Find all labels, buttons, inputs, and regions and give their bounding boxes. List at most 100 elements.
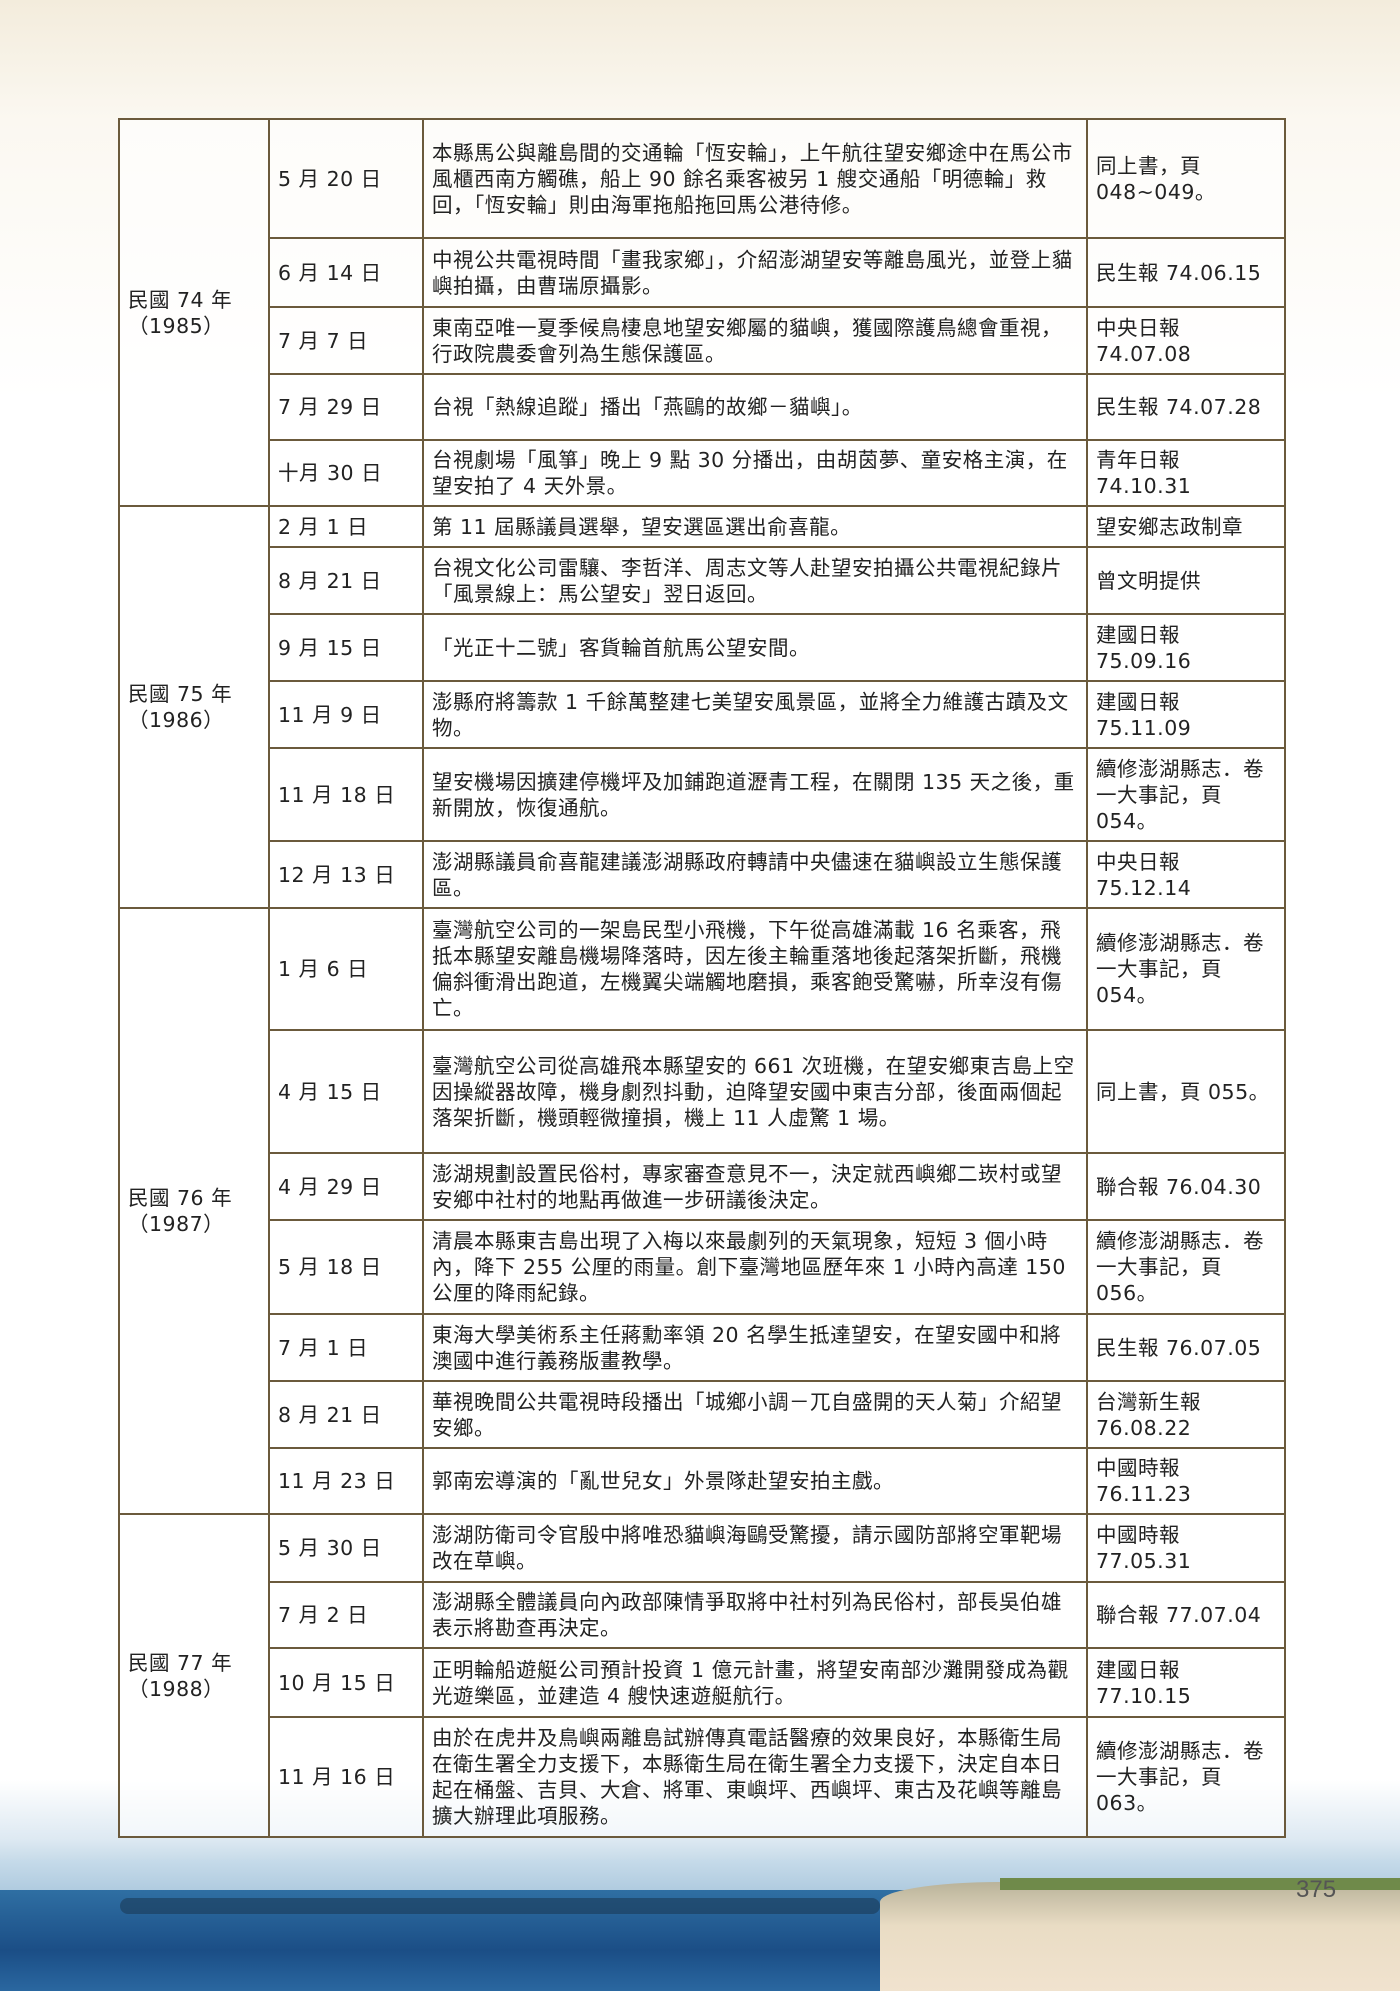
- event-cell: 第 11 屆縣議員選舉，望安選區選出俞喜龍。: [422, 505, 1088, 548]
- event-cell: 澎縣府將籌款 1 千餘萬整建七美望安風景區，並將全力維護古蹟及文物。: [422, 680, 1088, 749]
- source-cell: 同上書，頁 048~049。: [1086, 118, 1286, 239]
- event-cell: 澎湖縣全體議員向內政部陳情爭取將中社村列為民俗村，部長吳伯雄表示將勘查再決定。: [422, 1581, 1088, 1649]
- year-ad-label: （1985）: [128, 313, 225, 338]
- source-cell: 中國時報 77.05.31: [1086, 1513, 1286, 1583]
- source-cell: 中央日報 74.07.08: [1086, 306, 1286, 375]
- year-cell: 民國 74 年（1985）: [118, 118, 270, 507]
- date-cell: 6 月 14 日: [268, 237, 424, 308]
- source-cell: 民生報 74.06.15: [1086, 237, 1286, 308]
- date-cell: 8 月 21 日: [268, 546, 424, 615]
- source-cell: 望安鄉志政制章: [1086, 505, 1286, 548]
- date-cell: 4 月 15 日: [268, 1029, 424, 1154]
- date-cell: 11 月 16 日: [268, 1716, 424, 1838]
- table-row: 7 月 7 日東南亞唯一夏季候鳥棲息地望安鄉屬的貓嶼，獲國際護鳥總會重視，行政院…: [119, 306, 1286, 375]
- event-cell: 澎湖防衛司令官殷中將唯恐貓嶼海鷗受驚擾，請示國防部將空軍靶場改在草嶼。: [422, 1513, 1088, 1583]
- event-cell: 清晨本縣東吉島出現了入梅以來最劇列的天氣現象，短短 3 個小時內，降下 255 …: [422, 1219, 1088, 1315]
- source-cell: 曾文明提供: [1086, 546, 1286, 615]
- date-cell: 5 月 20 日: [268, 118, 424, 239]
- year-ad-label: （1988）: [128, 1676, 225, 1701]
- event-cell: 台視文化公司雷驤、李哲洋、周志文等人赴望安拍攝公共電視紀錄片「風景線上：馬公望安…: [422, 546, 1088, 615]
- date-cell: 11 月 23 日: [268, 1447, 424, 1515]
- table-row: 12 月 13 日澎湖縣議員俞喜龍建議澎湖縣政府轉請中央儘速在貓嶼設立生態保護區…: [119, 840, 1286, 909]
- page-number: 375: [1296, 1876, 1337, 1903]
- event-cell: 澎湖縣議員俞喜龍建議澎湖縣政府轉請中央儘速在貓嶼設立生態保護區。: [422, 840, 1088, 909]
- table-row: 4 月 29 日澎湖規劃設置民俗村，專家審查意見不一，決定就西嶼鄉二崁村或望安鄉…: [119, 1152, 1286, 1221]
- coastal-scenery-image: [0, 1860, 1400, 1991]
- date-cell: 4 月 29 日: [268, 1152, 424, 1221]
- event-cell: 臺灣航空公司從高雄飛本縣望安的 661 次班機，在望安鄉東吉島上空因操縱器故障，…: [422, 1029, 1088, 1154]
- date-cell: 7 月 2 日: [268, 1581, 424, 1649]
- table-row: 7 月 2 日澎湖縣全體議員向內政部陳情爭取將中社村列為民俗村，部長吳伯雄表示將…: [119, 1581, 1286, 1649]
- date-cell: 2 月 1 日: [268, 505, 424, 548]
- date-cell: 12 月 13 日: [268, 840, 424, 909]
- table-row: 10 月 15 日正明輪船遊艇公司預計投資 1 億元計畫，將望安南部沙灘開發成為…: [119, 1647, 1286, 1718]
- table-row: 8 月 21 日台視文化公司雷驤、李哲洋、周志文等人赴望安拍攝公共電視紀錄片「風…: [119, 546, 1286, 615]
- year-ad-label: （1987）: [128, 1212, 225, 1236]
- table-row: 7 月 29 日台視「熱線追蹤」播出「燕鷗的故鄉－貓嶼」。 民生報 74.07.2…: [119, 373, 1286, 441]
- year-label: 民國 76 年: [128, 1186, 233, 1210]
- table-row: 9 月 15 日「光正十二號」客貨輪首航馬公望安間。 建國日報 75.09.16: [119, 613, 1286, 682]
- table-row: 民國 77 年（1988） 5 月 30 日澎湖防衛司令官殷中將唯恐貓嶼海鷗受驚擾…: [118, 1513, 1286, 1838]
- event-cell: 華視晚間公共電視時段播出「城鄉小調－兀自盛開的天人菊」介紹望安鄉。: [422, 1380, 1088, 1449]
- table-row: 11 月 9 日澎縣府將籌款 1 千餘萬整建七美望安風景區，並將全力維護古蹟及文…: [119, 680, 1286, 749]
- date-cell: 9 月 15 日: [268, 613, 424, 682]
- event-cell: 台視「熱線追蹤」播出「燕鷗的故鄉－貓嶼」。: [422, 373, 1088, 441]
- date-cell: 1 月 6 日: [268, 907, 424, 1031]
- source-cell: 建國日報 75.09.16: [1086, 613, 1286, 682]
- source-cell: 同上書，頁 055。: [1086, 1029, 1286, 1154]
- table-row: 7 月 1 日東海大學美術系主任蔣勳率領 20 名學生抵達望安，在望安國中和將澳…: [119, 1313, 1286, 1382]
- table-row: 民國 76 年（1987） 1 月 6 日臺灣航空公司的一架島民型小飛機，下午從高…: [118, 907, 1286, 1515]
- table-row: 11 月 23 日郭南宏導演的「亂世兒女」外景隊赴望安拍主戲。 中國時報 76.1…: [119, 1447, 1286, 1515]
- date-cell: 5 月 18 日: [268, 1219, 424, 1315]
- source-cell: 續修澎湖縣志．卷一大事記，頁 054。: [1086, 747, 1286, 842]
- source-cell: 青年日報 74.10.31: [1086, 439, 1286, 507]
- date-cell: 5 月 30 日: [268, 1513, 424, 1583]
- event-cell: 本縣馬公與離島間的交通輪「恆安輪」，上午航往望安鄉途中在馬公市風櫃西南方觸礁，船…: [422, 118, 1088, 239]
- source-cell: 續修澎湖縣志．卷一大事記，頁 063。: [1086, 1716, 1286, 1838]
- table-row: 4 月 15 日臺灣航空公司從高雄飛本縣望安的 661 次班機，在望安鄉東吉島上…: [119, 1029, 1286, 1154]
- table-row: 民國 75 年（1986） 2 月 1 日第 11 屆縣議員選舉，望安選區選出俞喜…: [118, 505, 1286, 909]
- year-label: 民國 74 年: [128, 287, 233, 312]
- source-cell: 台灣新生報 76.08.22: [1086, 1380, 1286, 1449]
- event-cell: 望安機場因擴建停機坪及加鋪跑道瀝青工程，在關閉 135 天之後，重新開放，恢復通…: [422, 747, 1088, 842]
- table-row: 5 月 18 日清晨本縣東吉島出現了入梅以來最劇列的天氣現象，短短 3 個小時內…: [119, 1219, 1286, 1315]
- event-cell: 東海大學美術系主任蔣勳率領 20 名學生抵達望安，在望安國中和將澳國中進行義務版…: [422, 1313, 1088, 1382]
- source-cell: 建國日報 77.10.15: [1086, 1647, 1286, 1718]
- event-cell: 正明輪船遊艇公司預計投資 1 億元計畫，將望安南部沙灘開發成為觀光遊樂區，並建造…: [422, 1647, 1088, 1718]
- event-cell: 郭南宏導演的「亂世兒女」外景隊赴望安拍主戲。: [422, 1447, 1088, 1515]
- year-cell: 民國 75 年（1986）: [118, 505, 270, 909]
- table-row: 11 月 18 日望安機場因擴建停機坪及加鋪跑道瀝青工程，在關閉 135 天之後…: [119, 747, 1286, 842]
- event-cell: 東南亞唯一夏季候鳥棲息地望安鄉屬的貓嶼，獲國際護鳥總會重視，行政院農委會列為生態…: [422, 306, 1088, 375]
- date-cell: 8 月 21 日: [268, 1380, 424, 1449]
- year-cell: 民國 76 年（1987）: [118, 907, 270, 1515]
- date-cell: 11 月 9 日: [268, 680, 424, 749]
- date-cell: 7 月 1 日: [268, 1313, 424, 1382]
- year-ad-label: （1986）: [128, 708, 225, 732]
- table-row: 11 月 16 日由於在虎井及鳥嶼兩離島試辦傳真電話醫療的效果良好，本縣衛生局在…: [119, 1716, 1286, 1838]
- table-row: 十月 30 日台視劇場「風箏」晚上 9 點 30 分播出，由胡茵夢、童安格主演，…: [119, 439, 1286, 507]
- event-cell: 台視劇場「風箏」晚上 9 點 30 分播出，由胡茵夢、童安格主演，在望安拍了 4…: [422, 439, 1088, 507]
- event-cell: 澎湖規劃設置民俗村，專家審查意見不一，決定就西嶼鄉二崁村或望安鄉中社村的地點再做…: [422, 1152, 1088, 1221]
- date-cell: 7 月 29 日: [268, 373, 424, 441]
- year-label: 民國 75 年: [128, 682, 233, 706]
- table-row: 民國 74 年（1985） 5 月 20 日本縣馬公與離島間的交通輪「恆安輪」，上…: [118, 118, 1286, 507]
- date-cell: 7 月 7 日: [268, 306, 424, 375]
- date-cell: 10 月 15 日: [268, 1647, 424, 1718]
- source-cell: 中國時報 76.11.23: [1086, 1447, 1286, 1515]
- source-cell: 民生報 76.07.05: [1086, 1313, 1286, 1382]
- event-cell: 中視公共電視時間「畫我家鄉」，介紹澎湖望安等離島風光，並登上貓嶼拍攝，由曹瑞原攝…: [422, 237, 1088, 308]
- event-cell: 「光正十二號」客貨輪首航馬公望安間。: [422, 613, 1088, 682]
- event-cell: 由於在虎井及鳥嶼兩離島試辦傳真電話醫療的效果良好，本縣衛生局在衛生署全力支援下，…: [422, 1716, 1088, 1838]
- source-cell: 建國日報 75.11.09: [1086, 680, 1286, 749]
- table-row: 8 月 21 日華視晚間公共電視時段播出「城鄉小調－兀自盛開的天人菊」介紹望安鄉…: [119, 1380, 1286, 1449]
- event-cell: 臺灣航空公司的一架島民型小飛機，下午從高雄滿載 16 名乘客，飛抵本縣望安離島機…: [422, 907, 1088, 1031]
- source-cell: 續修澎湖縣志．卷一大事記，頁 054。: [1086, 907, 1286, 1031]
- source-cell: 聯合報 76.04.30: [1086, 1152, 1286, 1221]
- source-cell: 民生報 74.07.28: [1086, 373, 1286, 441]
- source-cell: 續修澎湖縣志．卷一大事記，頁 056。: [1086, 1219, 1286, 1315]
- date-cell: 十月 30 日: [268, 439, 424, 507]
- year-label: 民國 77 年: [128, 1650, 233, 1675]
- source-cell: 聯合報 77.07.04: [1086, 1581, 1286, 1649]
- source-cell: 中央日報 75.12.14: [1086, 840, 1286, 909]
- year-cell: 民國 77 年（1988）: [118, 1513, 270, 1838]
